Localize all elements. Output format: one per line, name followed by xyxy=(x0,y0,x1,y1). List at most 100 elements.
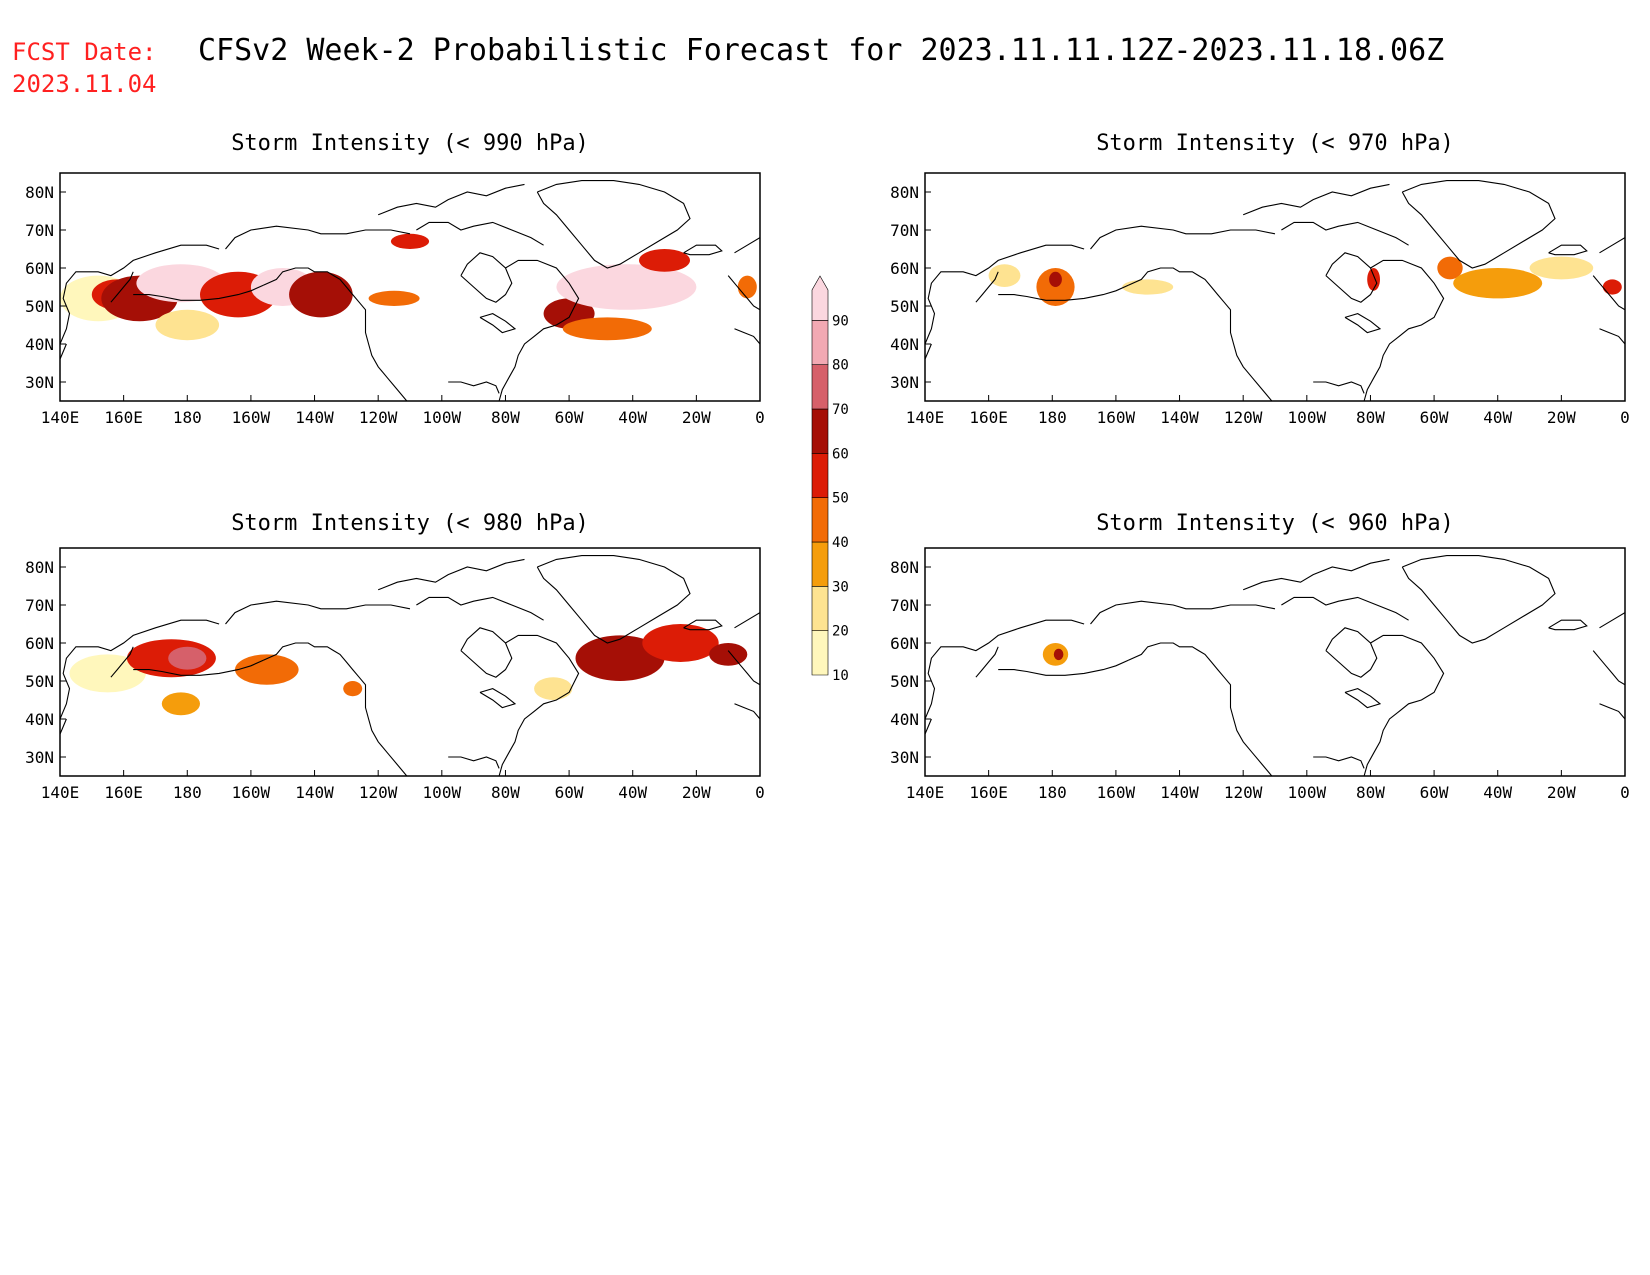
map-frame xyxy=(924,547,1626,777)
british-isles xyxy=(1592,275,1625,311)
lon-label: 160E xyxy=(104,408,143,427)
lon-label: 20W xyxy=(682,408,711,427)
lat-label: 70N xyxy=(25,221,54,240)
probability-area xyxy=(343,681,363,697)
kamchatka-coastline xyxy=(110,646,134,678)
probability-area xyxy=(289,271,353,318)
norway-coast xyxy=(734,237,760,254)
gulf-coast xyxy=(1313,756,1365,769)
probability-area xyxy=(534,677,573,700)
great-lakes xyxy=(479,313,517,334)
fcst-date-label: FCST Date: xyxy=(12,38,157,66)
british-isles xyxy=(1592,650,1625,686)
alaska-north-coast xyxy=(225,600,411,625)
west-coast xyxy=(1128,267,1273,401)
lat-label: 70N xyxy=(890,596,919,615)
lon-label: 140E xyxy=(41,783,80,802)
probability-area xyxy=(69,654,146,693)
british-isles xyxy=(727,275,760,311)
lat-label: 80N xyxy=(890,183,919,202)
header: FCST Date: 2023.11.04 CFSv2 Week-2 Probabi… xyxy=(12,33,1444,98)
lon-label: 140W xyxy=(295,783,334,802)
lon-label: 20W xyxy=(682,783,711,802)
colorbar-tick-label: 40 xyxy=(832,535,849,551)
arctic-archipelago xyxy=(1242,558,1390,591)
colorbar-segment xyxy=(811,586,829,631)
great-lakes xyxy=(479,688,517,709)
lon-label: 100W xyxy=(423,408,462,427)
arctic-archipelago xyxy=(377,183,525,216)
colorbar-tick-label: 20 xyxy=(832,624,849,640)
map-panel-p990: Storm Intensity (< 990 hPa) 140E 160E 180 16… xyxy=(25,131,765,427)
probability-area xyxy=(1437,256,1463,280)
lon-label: 40W xyxy=(618,408,647,427)
lon-label: 180 xyxy=(1038,408,1067,427)
gulf-coast xyxy=(1313,381,1365,394)
hudson-bay xyxy=(1325,627,1378,678)
lon-label: 140E xyxy=(906,408,945,427)
map-area xyxy=(925,548,1625,776)
map-frame xyxy=(59,172,761,402)
lon-label: 0 xyxy=(755,408,765,427)
lon-label: 60W xyxy=(555,408,584,427)
page-title: CFSv2 Week-2 Probabilistic Forecast for … xyxy=(198,33,1444,68)
lat-label: 60N xyxy=(25,634,54,653)
lon-label: 160E xyxy=(969,783,1008,802)
lon-label: 0 xyxy=(1620,408,1630,427)
asia-coastline xyxy=(925,619,1085,720)
norway-coast xyxy=(1599,612,1625,629)
lon-label: 140W xyxy=(1160,408,1199,427)
lon-label: 60W xyxy=(1420,408,1449,427)
japan-coastline xyxy=(925,343,932,360)
lat-label: 40N xyxy=(25,710,54,729)
lon-label: 120W xyxy=(359,408,398,427)
aleutian-islands xyxy=(998,284,1129,301)
lon-label: 160W xyxy=(232,783,271,802)
iberia-coast xyxy=(734,703,760,720)
probability-area xyxy=(168,646,207,670)
great-lakes xyxy=(1344,313,1382,334)
fcst-date-value: 2023.11.04 xyxy=(12,70,157,98)
kamchatka-coastline xyxy=(975,271,999,303)
probability-area xyxy=(1122,279,1174,295)
probability-area xyxy=(368,290,420,306)
british-isles xyxy=(727,650,760,686)
probability-area xyxy=(155,309,220,341)
lat-label: 60N xyxy=(890,259,919,278)
greenland xyxy=(536,555,691,644)
west-coast xyxy=(1128,642,1273,776)
arctic-archipelago xyxy=(1242,183,1390,216)
colorbar-segment xyxy=(811,275,829,321)
great-lakes xyxy=(1344,688,1382,709)
lon-label: 100W xyxy=(423,783,462,802)
lon-label: 100W xyxy=(1288,783,1327,802)
west-coast xyxy=(263,642,408,776)
arctic-archipelago xyxy=(377,558,525,591)
alaska-north-coast xyxy=(225,225,411,250)
lon-label: 80W xyxy=(1356,783,1385,802)
lon-label: 60W xyxy=(555,783,584,802)
lon-label: 120W xyxy=(1224,783,1263,802)
lat-label: 60N xyxy=(890,634,919,653)
colorbar-segment xyxy=(811,630,829,676)
probability-area xyxy=(390,233,430,249)
probability-area xyxy=(556,264,697,310)
map-panel-p960: Storm Intensity (< 960 hPa) 140E 160E 180 16… xyxy=(890,511,1630,802)
colorbar: 10 20 30 40 50 60 70 80 90 xyxy=(811,275,849,684)
lon-label: 80W xyxy=(491,408,520,427)
greenland xyxy=(1401,555,1556,644)
iberia-coast xyxy=(734,328,760,345)
lat-label: 50N xyxy=(890,297,919,316)
kamchatka-coastline xyxy=(110,271,134,303)
west-coast xyxy=(263,267,408,401)
lon-label: 0 xyxy=(755,783,765,802)
hudson-bay xyxy=(460,627,513,678)
panel-title: Storm Intensity (< 980 hPa) xyxy=(231,511,589,536)
probability-area xyxy=(1453,268,1543,299)
kamchatka-coastline xyxy=(975,646,999,678)
panel-title: Storm Intensity (< 990 hPa) xyxy=(231,131,589,156)
lat-label: 80N xyxy=(890,558,919,577)
aleutian-islands xyxy=(998,659,1129,676)
map-background xyxy=(925,548,1625,776)
lat-label: 50N xyxy=(25,672,54,691)
